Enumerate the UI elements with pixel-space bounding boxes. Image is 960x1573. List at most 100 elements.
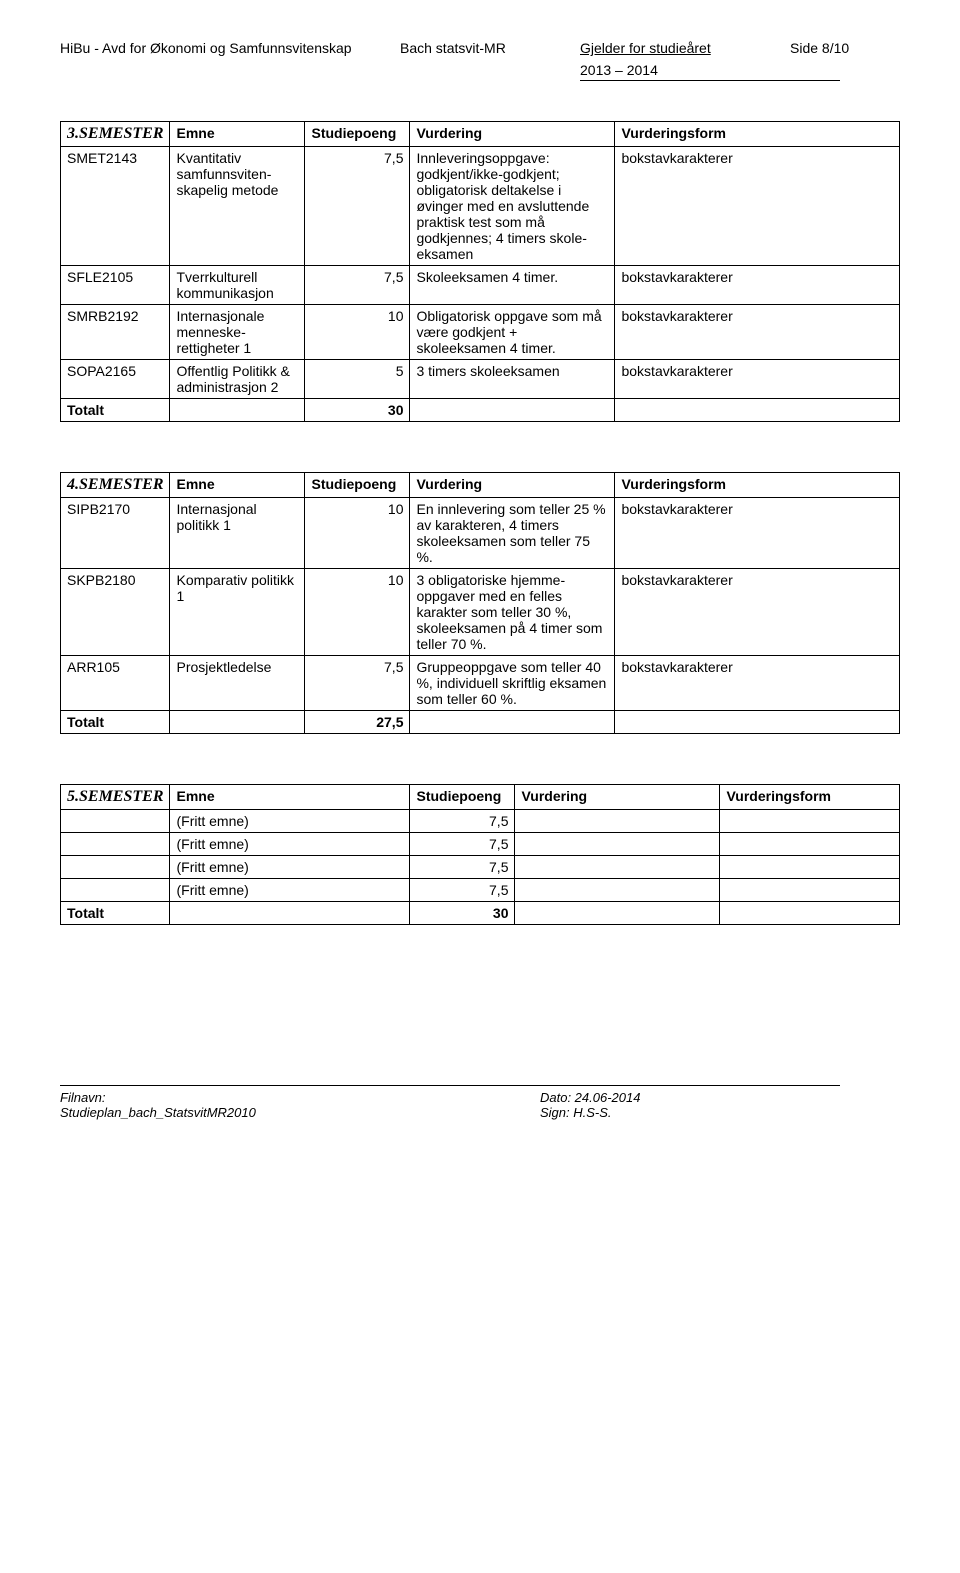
header-page: Side 8/10 bbox=[790, 40, 900, 56]
footer-filnavn-label: Filnavn: bbox=[60, 1090, 540, 1105]
empty-cell bbox=[170, 711, 305, 734]
semester-3-table: 3.SEMESTER Emne Studiepoeng Vurdering Vu… bbox=[60, 121, 900, 422]
empty-cell bbox=[170, 902, 410, 925]
sem5-label: 5.SEMESTER bbox=[67, 788, 163, 805]
cell-vurd: Innleveringsoppgave: godkjent/ikke-godkj… bbox=[410, 147, 615, 266]
cell-emne: Komparativ politikk 1 bbox=[170, 569, 305, 656]
cell-vurd: En innlevering som teller 25 % av karakt… bbox=[410, 498, 615, 569]
table-total-row: Totalt 27,5 bbox=[61, 711, 900, 734]
page-header: HiBu - Avd for Økonomi og Samfunnsvitens… bbox=[60, 40, 900, 56]
cell-vurd bbox=[515, 879, 720, 902]
cell-form: bokstavkarakterer bbox=[615, 147, 900, 266]
cell-sp: 7,5 bbox=[410, 833, 515, 856]
cell-vurd bbox=[515, 856, 720, 879]
empty-cell bbox=[410, 399, 615, 422]
table-total-row: Totalt 30 bbox=[61, 399, 900, 422]
cell-sp: 7,5 bbox=[305, 656, 410, 711]
cell-code: SMRB2192 bbox=[61, 305, 170, 360]
empty-cell bbox=[515, 902, 720, 925]
cell-emne: (Fritt emne) bbox=[170, 879, 410, 902]
table-row: (Fritt emne) 7,5 bbox=[61, 856, 900, 879]
cell-form bbox=[720, 833, 900, 856]
footer-filnavn: Studieplan_bach_StatsvitMR2010 bbox=[60, 1105, 540, 1120]
col-vurdering: Vurdering bbox=[410, 122, 615, 147]
col-emne: Emne bbox=[170, 785, 410, 810]
total-label: Totalt bbox=[61, 902, 170, 925]
header-year: 2013 – 2014 bbox=[580, 62, 900, 78]
cell-emne: Tverrkulturell kommunikasjon bbox=[170, 266, 305, 305]
cell-emne: Internasjonal politikk 1 bbox=[170, 498, 305, 569]
cell-sp: 10 bbox=[305, 569, 410, 656]
cell-emne: (Fritt emne) bbox=[170, 833, 410, 856]
cell-emne: Internasjonale menneske-rettigheter 1 bbox=[170, 305, 305, 360]
semester-5-table: 5.SEMESTER Emne Studiepoeng Vurdering Vu… bbox=[60, 784, 900, 925]
cell-vurd: Obligatorisk oppgave som må være godkjen… bbox=[410, 305, 615, 360]
empty-cell bbox=[615, 399, 900, 422]
empty-cell bbox=[410, 711, 615, 734]
cell-form bbox=[720, 879, 900, 902]
cell-code: SKPB2180 bbox=[61, 569, 170, 656]
total-label: Totalt bbox=[61, 399, 170, 422]
table-row: SMET2143 Kvantitativ samfunnsviten-skape… bbox=[61, 147, 900, 266]
table-row: (Fritt emne) 7,5 bbox=[61, 833, 900, 856]
cell-emne: (Fritt emne) bbox=[170, 810, 410, 833]
table-row: SFLE2105 Tverrkulturell kommunikasjon 7,… bbox=[61, 266, 900, 305]
col-studiepoeng: Studiepoeng bbox=[305, 122, 410, 147]
cell-sp: 7,5 bbox=[305, 147, 410, 266]
cell-vurd: Gruppeoppgave som teller 40 %, individue… bbox=[410, 656, 615, 711]
header-program: Bach statsvit-MR bbox=[400, 40, 580, 56]
table-header-row: 4.SEMESTER Emne Studiepoeng Vurdering Vu… bbox=[61, 473, 900, 498]
footer-sign: Sign: H.S-S. bbox=[540, 1105, 900, 1120]
cell-form: bokstavkarakterer bbox=[615, 266, 900, 305]
header-rule bbox=[580, 80, 840, 81]
table-row: (Fritt emne) 7,5 bbox=[61, 879, 900, 902]
table-header-row: 3.SEMESTER Emne Studiepoeng Vurdering Vu… bbox=[61, 122, 900, 147]
cell-vurd bbox=[515, 833, 720, 856]
cell-code bbox=[61, 810, 170, 833]
cell-sp: 5 bbox=[305, 360, 410, 399]
sem4-label: 4.SEMESTER bbox=[67, 476, 163, 493]
cell-form: bokstavkarakterer bbox=[615, 360, 900, 399]
cell-vurd: Skoleeksamen 4 timer. bbox=[410, 266, 615, 305]
cell-form bbox=[720, 856, 900, 879]
empty-cell bbox=[720, 902, 900, 925]
header-dept: HiBu - Avd for Økonomi og Samfunnsvitens… bbox=[60, 40, 400, 56]
cell-form: bokstavkarakterer bbox=[615, 569, 900, 656]
col-vurdering: Vurdering bbox=[515, 785, 720, 810]
table-row: ARR105 Prosjektledelse 7,5 Gruppeoppgave… bbox=[61, 656, 900, 711]
cell-emne: Prosjektledelse bbox=[170, 656, 305, 711]
cell-code bbox=[61, 856, 170, 879]
cell-form: bokstavkarakterer bbox=[615, 656, 900, 711]
cell-code: SOPA2165 bbox=[61, 360, 170, 399]
cell-sp: 10 bbox=[305, 498, 410, 569]
col-vurderingsform: Vurderingsform bbox=[720, 785, 900, 810]
page-footer: Filnavn: Studieplan_bach_StatsvitMR2010 … bbox=[60, 1090, 900, 1120]
cell-emne: Offentlig Politikk & administrasjon 2 bbox=[170, 360, 305, 399]
col-vurdering: Vurdering bbox=[410, 473, 615, 498]
table-row: SOPA2165 Offentlig Politikk & administra… bbox=[61, 360, 900, 399]
table-row: (Fritt emne) 7,5 bbox=[61, 810, 900, 833]
cell-code: SIPB2170 bbox=[61, 498, 170, 569]
cell-sp: 7,5 bbox=[410, 879, 515, 902]
table-total-row: Totalt 30 bbox=[61, 902, 900, 925]
table-row: SMRB2192 Internasjonale menneske-rettigh… bbox=[61, 305, 900, 360]
empty-cell bbox=[170, 399, 305, 422]
cell-vurd bbox=[515, 810, 720, 833]
total-label: Totalt bbox=[61, 711, 170, 734]
cell-sp: 7,5 bbox=[305, 266, 410, 305]
cell-sp: 7,5 bbox=[410, 856, 515, 879]
col-vurderingsform: Vurderingsform bbox=[615, 122, 900, 147]
semester-4-table: 4.SEMESTER Emne Studiepoeng Vurdering Vu… bbox=[60, 472, 900, 734]
cell-code: SFLE2105 bbox=[61, 266, 170, 305]
cell-emne: (Fritt emne) bbox=[170, 856, 410, 879]
col-emne: Emne bbox=[170, 473, 305, 498]
footer-rule bbox=[60, 1085, 840, 1086]
cell-form: bokstavkarakterer bbox=[615, 305, 900, 360]
header-applies: Gjelder for studieåret bbox=[580, 40, 790, 56]
cell-vurd: 3 obligatoriske hjemme-oppgaver med en f… bbox=[410, 569, 615, 656]
cell-sp: 10 bbox=[305, 305, 410, 360]
col-emne: Emne bbox=[170, 122, 305, 147]
total-sp: 30 bbox=[305, 399, 410, 422]
table-row: SIPB2170 Internasjonal politikk 1 10 En … bbox=[61, 498, 900, 569]
cell-form: bokstavkarakterer bbox=[615, 498, 900, 569]
